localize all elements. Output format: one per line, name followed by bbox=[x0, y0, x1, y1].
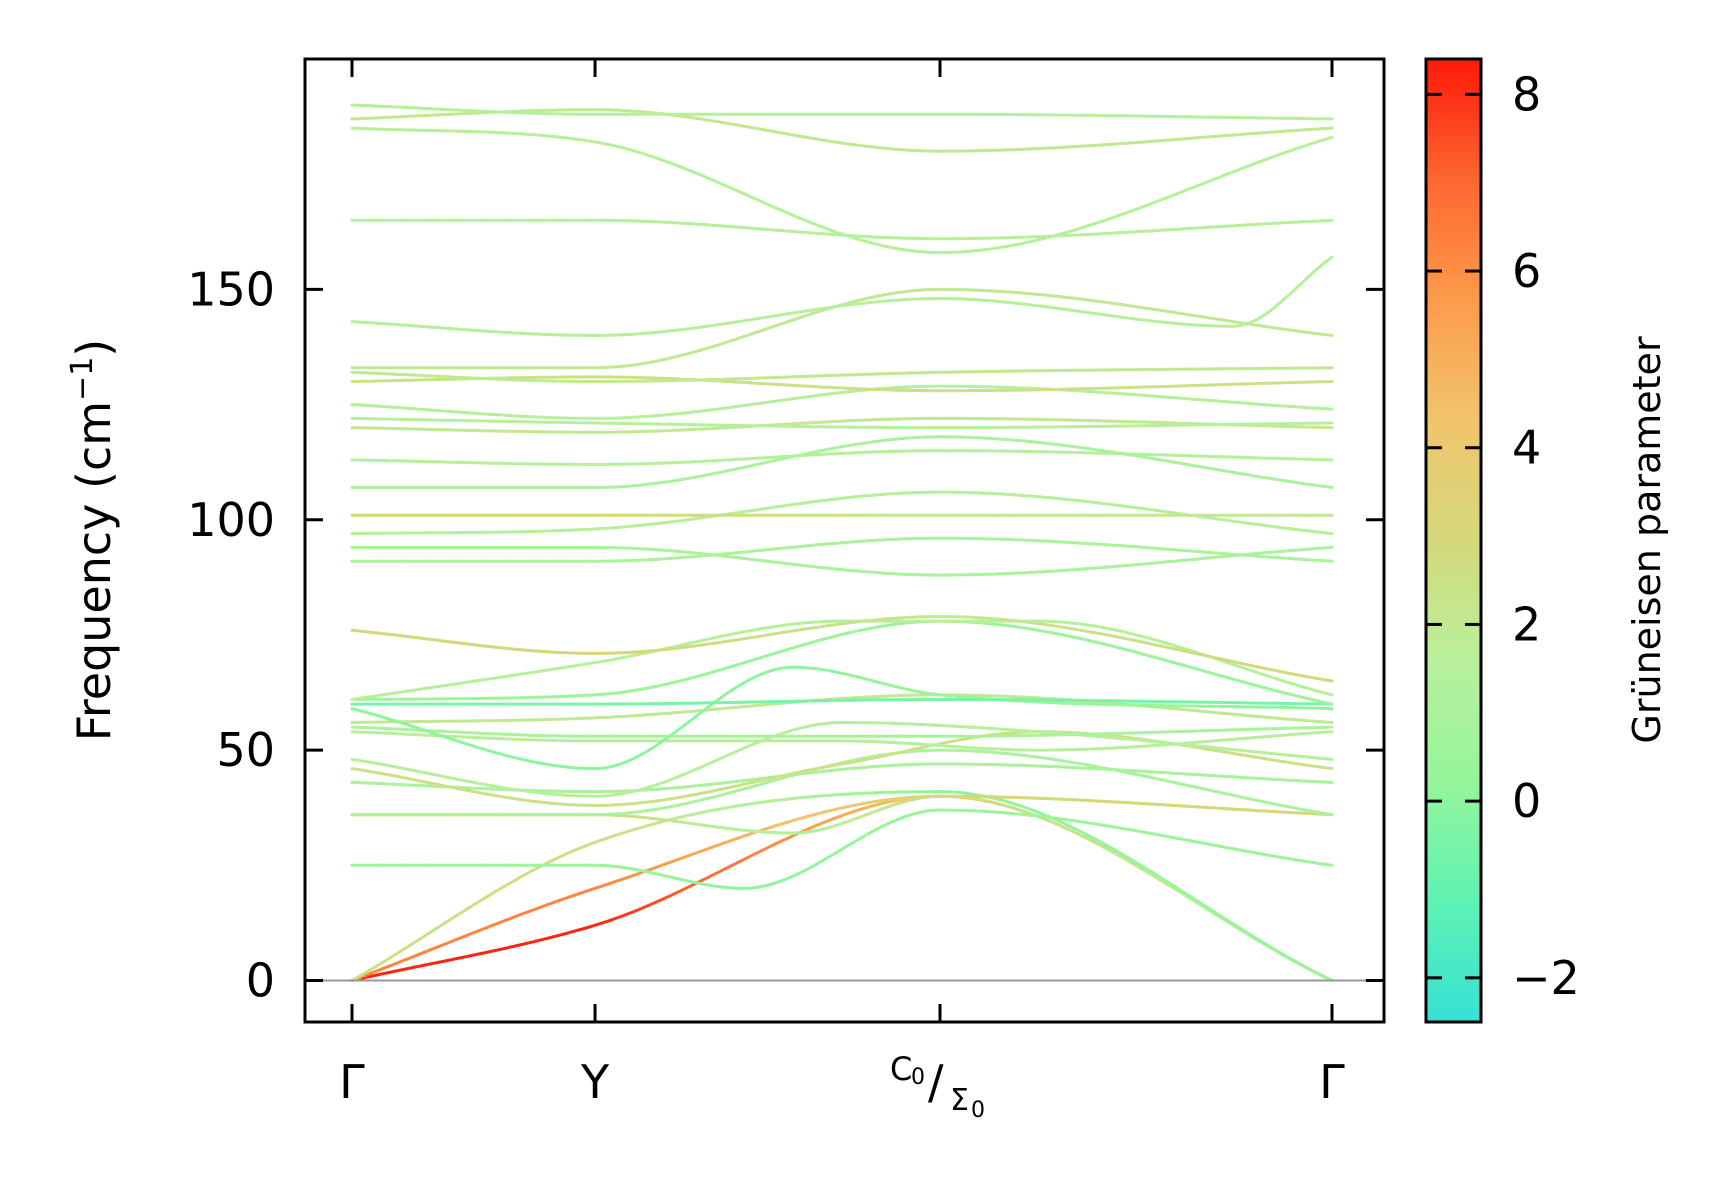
phonon-band bbox=[350, 366, 1334, 383]
phonon-band bbox=[350, 435, 1334, 489]
band-segment bbox=[1324, 255, 1334, 264]
band-segment bbox=[1324, 691, 1334, 697]
phonon-band bbox=[350, 545, 1334, 577]
phonon-band bbox=[350, 693, 1334, 724]
phonon-band bbox=[350, 449, 1334, 466]
phonon-band bbox=[350, 615, 1334, 683]
band-segment bbox=[1324, 678, 1334, 683]
phonon-band bbox=[350, 287, 1334, 370]
phonon-band bbox=[350, 255, 1334, 337]
band-segment bbox=[1324, 812, 1334, 817]
band-segment bbox=[1324, 757, 1334, 761]
phonon-band bbox=[350, 384, 1334, 420]
band-segment bbox=[1324, 701, 1334, 706]
band-segment bbox=[1324, 333, 1334, 337]
band-segment bbox=[1324, 545, 1334, 550]
phonon-band bbox=[350, 725, 1334, 738]
phonon-band bbox=[350, 748, 1334, 817]
band-segment bbox=[1324, 766, 1334, 771]
phonon-band bbox=[350, 375, 1334, 393]
phonon-band bbox=[350, 416, 1334, 430]
band-segment bbox=[1324, 531, 1334, 536]
band-segment bbox=[1324, 863, 1334, 867]
phonon-band bbox=[350, 665, 1334, 770]
phonon-band bbox=[350, 808, 1334, 890]
phonon-band bbox=[350, 126, 1334, 254]
phonon-band bbox=[350, 218, 1334, 241]
phonon-band bbox=[350, 698, 1334, 706]
phonon-band bbox=[350, 619, 1334, 706]
band-segment bbox=[1324, 485, 1334, 489]
phonon-band bbox=[350, 730, 1334, 752]
phonon-bands bbox=[350, 103, 1334, 982]
